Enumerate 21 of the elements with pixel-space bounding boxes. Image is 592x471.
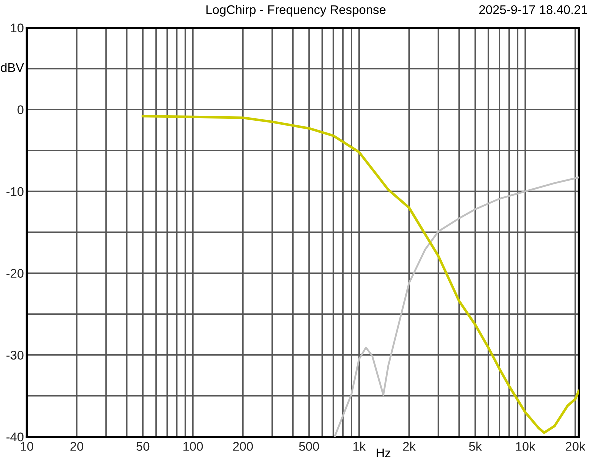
x-tick-label: 2k	[403, 442, 416, 451]
x-tick-label: 20	[70, 442, 84, 452]
text: 2025-9-17 18.40.21	[480, 6, 588, 14]
x-tick-label: 50	[136, 442, 150, 452]
y-tick-label: 0	[18, 106, 24, 114]
x-tick-label: 500	[299, 442, 320, 452]
x-tick-label: 200	[233, 442, 254, 452]
y-tick-label: -10	[6, 187, 24, 196]
x-axis-title: Hz	[376, 448, 391, 458]
x-tick-label: 20k	[566, 442, 586, 452]
x-tick-label: 10	[21, 442, 34, 452]
x-tick-label: 1k	[354, 442, 366, 451]
y-tick-label: -40	[6, 432, 24, 442]
y-tick-label: 10	[11, 24, 24, 33]
x-tick-label: 5k	[469, 442, 482, 452]
x-tick-label: 10k	[516, 442, 536, 452]
y-tick-label: -20	[6, 269, 24, 278]
chart-title: LogChirp - Frequency Response	[206, 5, 386, 17]
y-axis-title: dBV	[1, 63, 24, 72]
y-tick-label: -30	[6, 351, 24, 360]
x-tick-label: 100	[184, 442, 204, 452]
